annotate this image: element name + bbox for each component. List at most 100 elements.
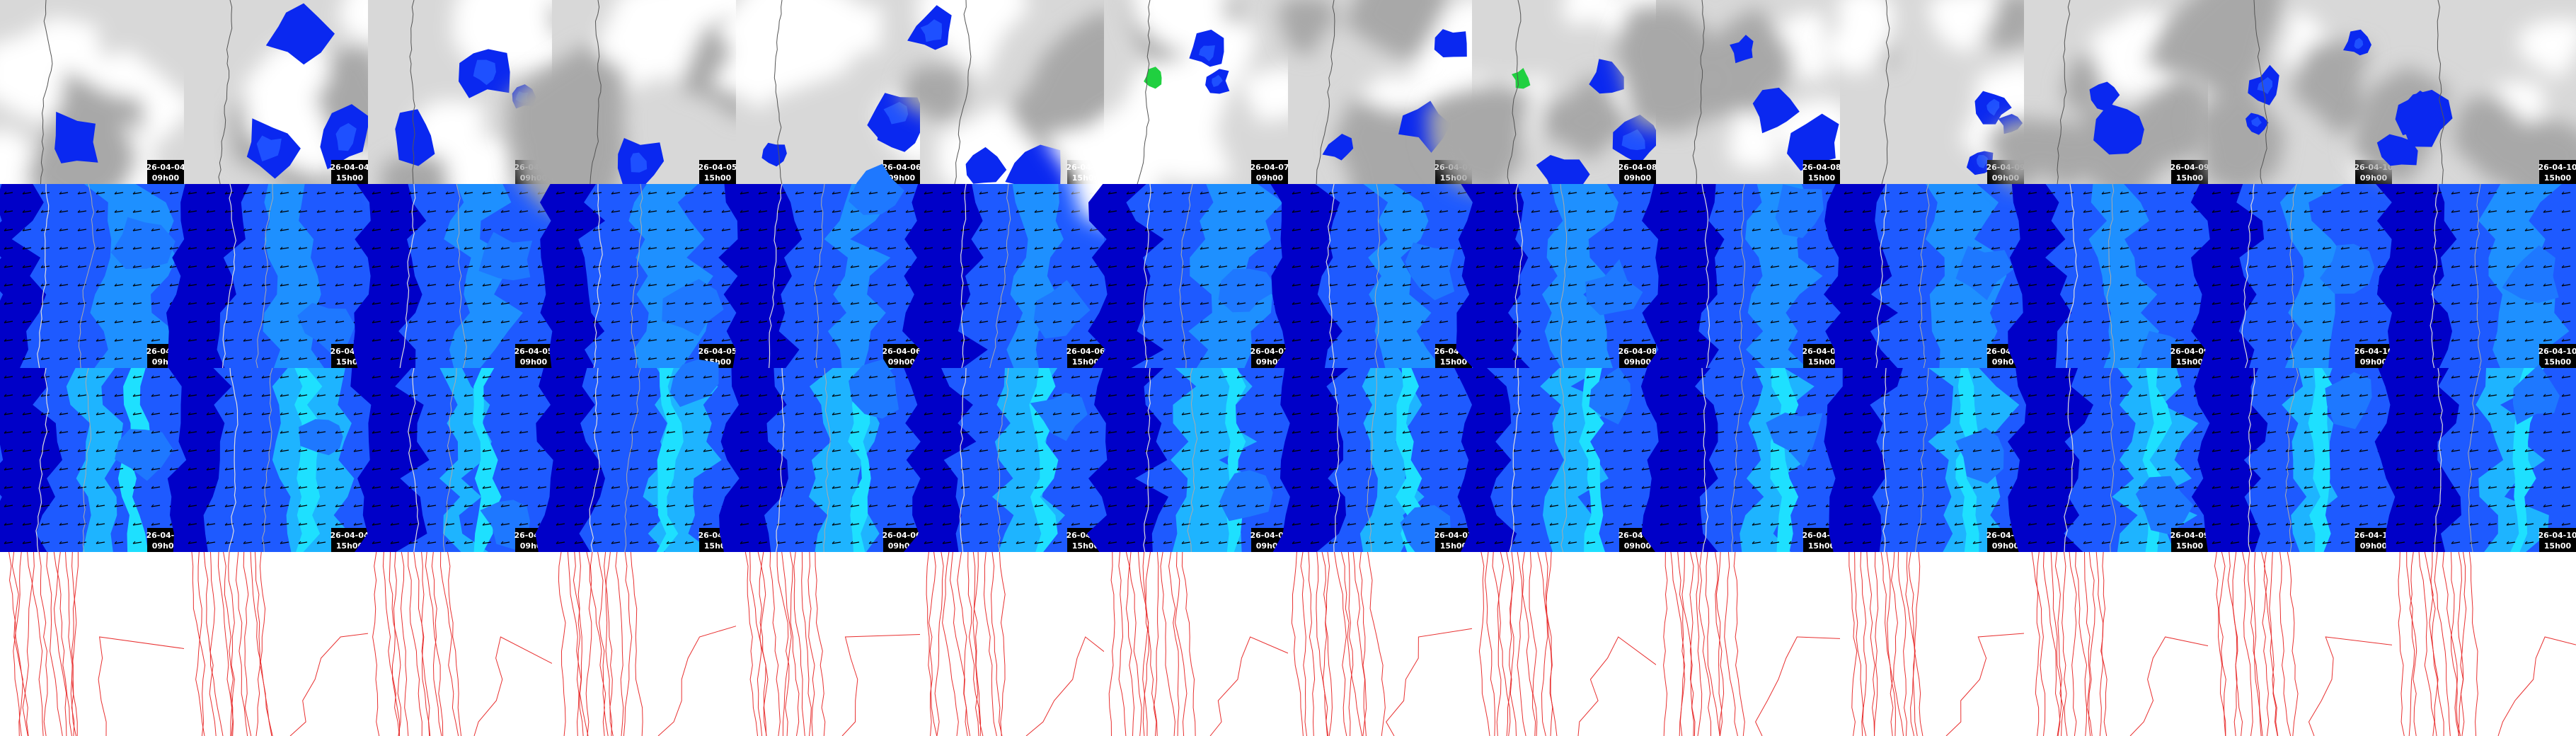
- isobar: [53, 551, 72, 736]
- wind-arrows: [184, 184, 368, 368]
- isobar: [1367, 551, 1386, 736]
- coastline: [624, 367, 641, 553]
- precip-area: [1730, 35, 1754, 64]
- tile-clip-bg: [1472, 552, 1656, 736]
- coastline: [1509, 367, 1520, 553]
- map-tile: [2024, 551, 2209, 736]
- timestamp-box: [699, 160, 736, 184]
- isobar: [1153, 551, 1159, 736]
- isobar: [2031, 551, 2046, 736]
- isobar: [2262, 551, 2270, 736]
- timestamp-date: 26-04-07: [1250, 531, 1289, 540]
- wind-arrows: [2392, 368, 2576, 552]
- isobar: [1696, 551, 1703, 736]
- coastline: [1187, 367, 1198, 553]
- isobar: [389, 551, 401, 736]
- isobar: [413, 551, 431, 736]
- coastline: [1881, 0, 1890, 185]
- isobar: [807, 551, 815, 736]
- coastline: [456, 183, 467, 369]
- isobar: [203, 551, 217, 736]
- isobar: [801, 551, 812, 736]
- isobar: [841, 634, 921, 736]
- isobar: [1496, 551, 1505, 736]
- isobar: [2100, 551, 2108, 736]
- cloud-layer: [2145, 0, 2410, 195]
- map-tile: [368, 551, 553, 736]
- isobar: [421, 551, 430, 736]
- cloud: [1927, 0, 2003, 53]
- coastline: [1366, 367, 1377, 553]
- coastline: [631, 183, 643, 369]
- isobar: [1142, 551, 1151, 736]
- wind-arrows: [1104, 368, 1288, 552]
- timestamp-time: 15h00: [336, 541, 364, 551]
- precip-area: [1322, 134, 1354, 161]
- isobar: [1874, 551, 1879, 736]
- isobar: [1522, 551, 1536, 736]
- isobar: [999, 551, 1006, 736]
- isobar: [2261, 551, 2278, 736]
- isobar: [2042, 551, 2061, 736]
- tile-clip-bg: [1288, 552, 1472, 736]
- cloud: [2145, 0, 2277, 98]
- timestamp-date: 26-04-07: [1250, 347, 1289, 356]
- isobar: [2075, 551, 2088, 736]
- isobar: [1308, 551, 1316, 736]
- timestamp-box: [2539, 344, 2576, 368]
- coastline: [1692, 0, 1705, 185]
- timestamp-box: [2539, 528, 2576, 552]
- precip-core: [1986, 98, 2000, 116]
- isobar: [1291, 551, 1304, 736]
- isobar: [8, 551, 29, 736]
- timestamp-time: 09h00: [520, 357, 548, 367]
- isobar: [1321, 551, 1333, 736]
- coastline: [2109, 367, 2117, 553]
- precip-core: [2354, 38, 2364, 49]
- timestamp-date: 26-04-10: [2538, 531, 2576, 540]
- isobar: [928, 551, 936, 736]
- timestamp-date: 26-04-10: [2354, 531, 2393, 540]
- timestamp-box: [1251, 160, 1288, 184]
- map-tile: [2392, 551, 2576, 736]
- isobar: [1181, 551, 1196, 736]
- cloud: [2062, 54, 2121, 112]
- coastline: [35, 367, 49, 553]
- timestamp-date: 26-04-04: [330, 531, 369, 540]
- timestamp-box: [515, 344, 552, 368]
- tile-clip-bg: [1840, 552, 2024, 736]
- wind-arrows: [0, 184, 184, 368]
- precip-core: [335, 122, 357, 151]
- precip-area: [2089, 81, 2120, 112]
- isobar: [1891, 551, 1904, 736]
- precip-area: [2400, 89, 2453, 147]
- isobar: [1386, 628, 1473, 736]
- isobar: [1886, 551, 1894, 736]
- isobar: [2287, 551, 2299, 736]
- precip-area: [395, 109, 435, 166]
- isobar: [1677, 551, 1686, 736]
- coastline: [1142, 183, 1151, 369]
- wind-arrows: [0, 368, 184, 552]
- coastline: [1331, 367, 1340, 553]
- isobar: [1733, 551, 1745, 736]
- isobar: [1715, 551, 1723, 736]
- coastline: [989, 183, 1011, 369]
- isobar: [942, 551, 959, 736]
- tile-clip-bg: [920, 552, 1104, 736]
- isobar: [2460, 551, 2467, 736]
- isobar: [2232, 551, 2243, 736]
- coastline: [1882, 367, 1890, 553]
- timestamp-time: 15h00: [2544, 357, 2572, 367]
- coastline: [1914, 367, 1929, 553]
- isobar: [53, 551, 67, 736]
- wind-arrows: [2208, 368, 2392, 552]
